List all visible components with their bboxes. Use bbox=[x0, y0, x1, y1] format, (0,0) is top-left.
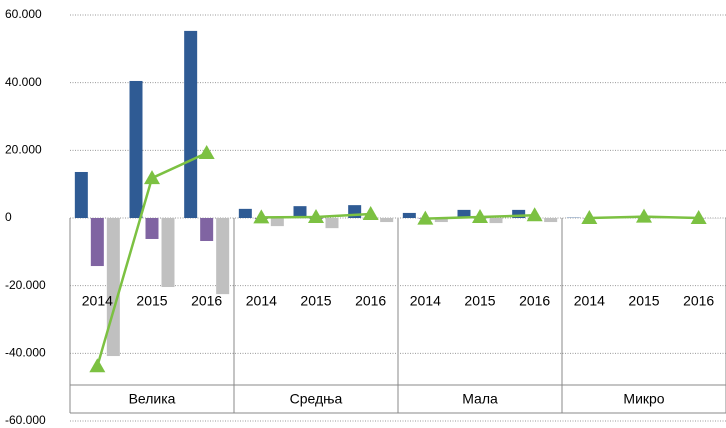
marker bbox=[581, 210, 598, 224]
bar bbox=[238, 208, 252, 218]
bar bbox=[293, 206, 307, 218]
marker bbox=[472, 208, 488, 223]
marker bbox=[526, 207, 543, 222]
x-tick-label: 2016 bbox=[355, 293, 386, 309]
x-tick-label: 2016 bbox=[191, 293, 222, 309]
marker bbox=[89, 358, 106, 373]
marker bbox=[308, 208, 324, 223]
bar bbox=[129, 80, 143, 218]
bar bbox=[74, 171, 88, 218]
marker bbox=[690, 210, 707, 224]
y-tick-label: -60.000 bbox=[5, 413, 46, 427]
bar bbox=[200, 218, 214, 242]
bar bbox=[145, 218, 159, 239]
y-tick-label: 0 bbox=[5, 210, 12, 224]
y-tick-label: -20.000 bbox=[5, 278, 46, 292]
bar bbox=[270, 218, 284, 227]
x-tick-label: 2015 bbox=[136, 293, 167, 309]
bar bbox=[380, 218, 394, 223]
marker bbox=[144, 170, 160, 185]
y-tick-label: -40.000 bbox=[5, 346, 46, 360]
marker bbox=[362, 205, 379, 220]
marker bbox=[198, 145, 215, 160]
bar bbox=[325, 218, 339, 229]
x-tick-label: 2014 bbox=[574, 293, 605, 309]
bar bbox=[544, 218, 558, 223]
x-tick-label: 2016 bbox=[519, 293, 550, 309]
marker bbox=[636, 208, 652, 223]
bar bbox=[402, 212, 416, 218]
marker bbox=[417, 210, 434, 225]
bar bbox=[489, 218, 503, 224]
x-tick-label: 2015 bbox=[464, 293, 495, 309]
bar bbox=[434, 218, 448, 223]
x-tick-label: 2014 bbox=[410, 293, 441, 309]
y-tick-label: 40.000 bbox=[5, 75, 42, 89]
y-tick-label: 20.000 bbox=[5, 143, 42, 157]
x-tick-label: 2016 bbox=[683, 293, 714, 309]
bar bbox=[90, 218, 104, 267]
x-tick-label: 2015 bbox=[628, 293, 659, 309]
x-tick-label: 2014 bbox=[246, 293, 277, 309]
bar bbox=[161, 218, 175, 288]
y-tick-label: 60.000 bbox=[5, 7, 42, 21]
marker bbox=[253, 209, 270, 224]
bar bbox=[512, 209, 526, 218]
x-tick-label: 2015 bbox=[300, 293, 331, 309]
bar bbox=[457, 209, 471, 218]
group-label: Микро bbox=[623, 391, 664, 407]
bar bbox=[216, 218, 230, 295]
bar bbox=[184, 30, 198, 218]
x-tick-label: 2014 bbox=[82, 293, 113, 309]
bar bbox=[106, 218, 120, 357]
group-label: Велика bbox=[129, 391, 176, 407]
group-label: Мала bbox=[462, 391, 498, 407]
group-label: Средња bbox=[290, 391, 343, 407]
